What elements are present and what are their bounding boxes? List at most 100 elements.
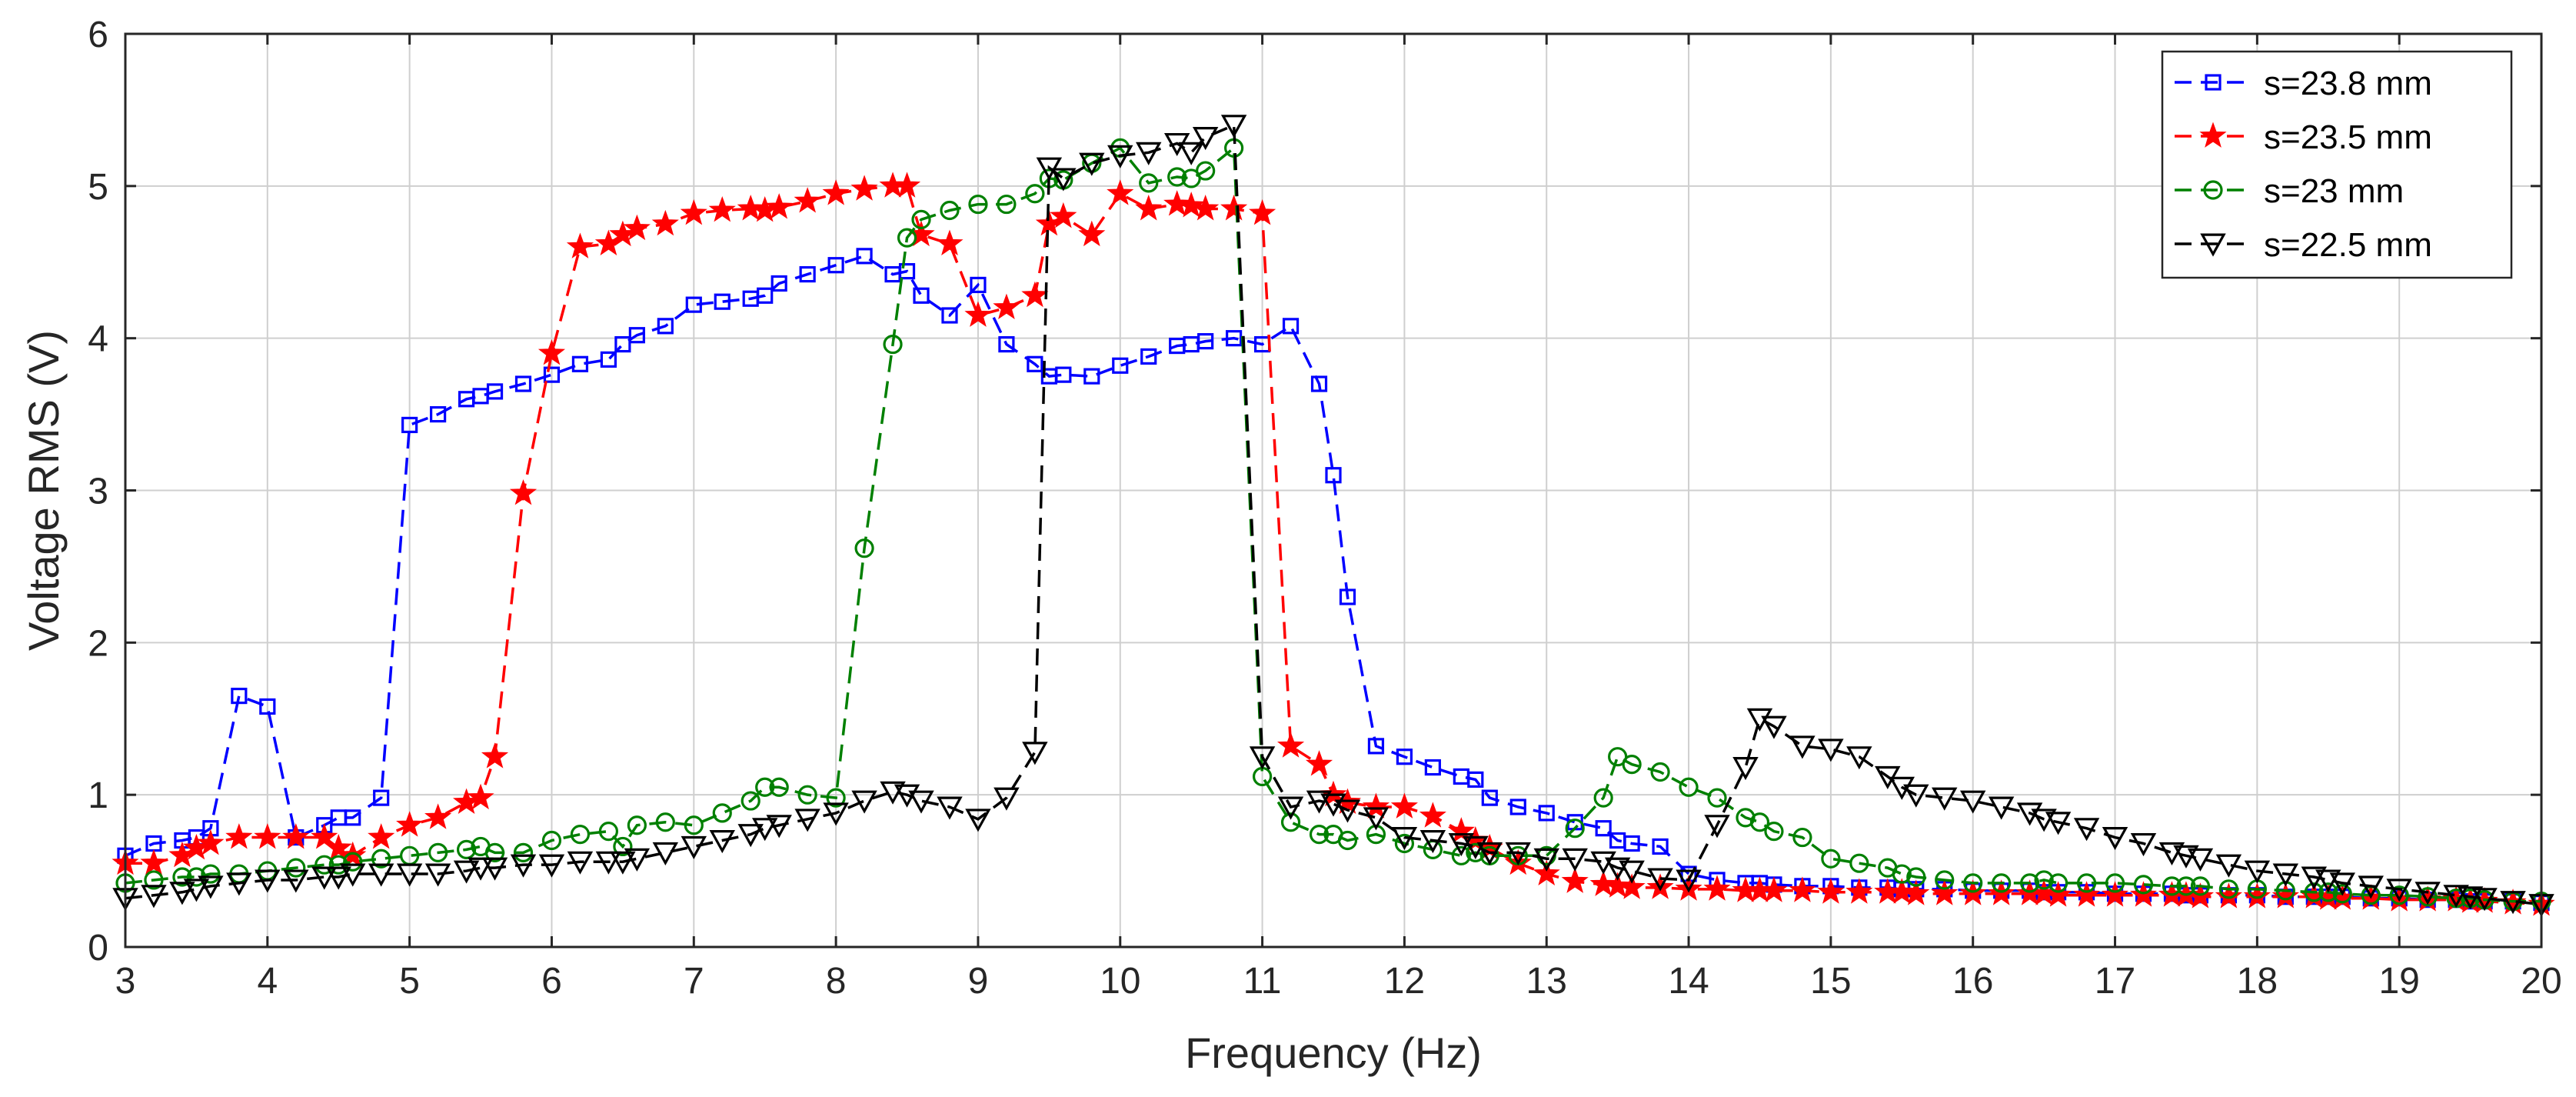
data-point — [1107, 145, 1133, 168]
data-point — [936, 229, 964, 255]
data-point — [2045, 812, 2072, 835]
data-point — [1139, 173, 1159, 193]
data-point — [769, 777, 789, 797]
data-point — [1337, 830, 1358, 851]
data-point — [757, 287, 774, 304]
data-point — [1761, 715, 1787, 739]
data-point — [2031, 809, 2057, 832]
data-point — [254, 823, 281, 849]
x-tick-label: 13 — [1526, 961, 1567, 1002]
data-point — [1561, 867, 1589, 893]
data-point — [898, 263, 916, 280]
data-point — [755, 777, 775, 797]
data-point — [1394, 833, 1415, 854]
y-axis-ticks: 0 1 2 3 4 5 6 — [88, 15, 2541, 969]
data-point — [2215, 854, 2242, 878]
x-tick-label: 4 — [257, 961, 278, 1002]
data-point — [543, 366, 561, 383]
legend-item: s=23 mm — [2175, 172, 2404, 210]
data-point — [1136, 142, 1162, 165]
legend-marker — [2199, 122, 2227, 148]
legend: s=23.8 mm s=23.5 mm s=23 mm s=22.5 mm — [2161, 50, 2513, 279]
data-point — [993, 787, 1020, 811]
data-point — [140, 849, 168, 875]
series-2 — [115, 138, 2551, 912]
data-point — [1888, 878, 1915, 904]
data-point — [1277, 796, 1304, 820]
data-point — [1849, 853, 1869, 873]
data-point — [1476, 842, 1503, 865]
data-point — [1604, 872, 1632, 898]
data-point — [1732, 757, 1759, 781]
data-point — [2133, 875, 2154, 895]
data-point — [2176, 876, 2196, 896]
data-point — [2105, 873, 2125, 893]
data-point — [970, 276, 987, 294]
data-point — [1622, 754, 1642, 775]
data-point — [1679, 777, 1699, 797]
data-point — [741, 791, 760, 811]
data-point — [883, 334, 903, 355]
data-point — [1595, 820, 1612, 837]
data-point — [2457, 886, 2484, 910]
data-point — [537, 338, 566, 365]
data-point — [2076, 873, 2097, 893]
data-point — [1249, 198, 1276, 225]
data-point — [624, 848, 651, 872]
data-point — [1821, 849, 1841, 869]
data-point — [737, 195, 764, 221]
data-point — [1083, 368, 1100, 385]
data-point — [1467, 771, 1484, 788]
y-tick-label: 5 — [88, 167, 108, 208]
data-point — [2215, 882, 2242, 909]
data-point — [2020, 873, 2040, 893]
data-point — [1647, 868, 1673, 892]
data-point — [484, 842, 505, 862]
data-point — [1818, 739, 1844, 762]
data-point — [1220, 115, 1247, 138]
data-point — [172, 867, 192, 887]
legend-label: s=22.5 mm — [2264, 226, 2432, 264]
data-point — [368, 863, 394, 887]
x-tick-label: 8 — [826, 961, 847, 1002]
x-tick-label: 17 — [2095, 961, 2135, 1002]
data-point — [684, 815, 704, 835]
data-point — [1792, 827, 1812, 848]
data-point — [541, 830, 562, 851]
data-point — [1050, 202, 1077, 228]
data-point — [851, 790, 877, 814]
data-point — [880, 781, 906, 805]
data-point — [652, 842, 679, 865]
data-point — [198, 875, 224, 899]
data-point — [201, 864, 221, 884]
data-point — [937, 796, 963, 820]
data-point — [893, 172, 921, 198]
data-point — [1339, 589, 1356, 605]
data-point — [311, 866, 338, 890]
data-point — [481, 742, 509, 769]
data-point — [368, 823, 395, 849]
data-point — [751, 818, 778, 842]
data-point — [2045, 881, 2072, 907]
data-point — [2073, 818, 2100, 842]
data-point — [315, 855, 334, 875]
legend-item: s=23.8 mm — [2175, 65, 2432, 102]
data-point — [1932, 787, 1958, 811]
y-tick-label: 4 — [88, 319, 108, 360]
data-point — [514, 375, 532, 392]
data-point — [141, 885, 167, 909]
data-point — [1789, 876, 1816, 902]
data-point — [2218, 879, 2238, 899]
data-point — [1192, 195, 1220, 221]
data-point — [2389, 885, 2409, 905]
data-point — [571, 355, 589, 372]
data-point — [2329, 872, 2355, 896]
data-point — [401, 416, 418, 434]
data-point — [794, 187, 821, 213]
data-point — [396, 811, 424, 837]
data-point — [2304, 882, 2324, 902]
data-point — [765, 193, 793, 219]
data-point — [1538, 805, 1555, 822]
data-point — [1565, 819, 1585, 839]
